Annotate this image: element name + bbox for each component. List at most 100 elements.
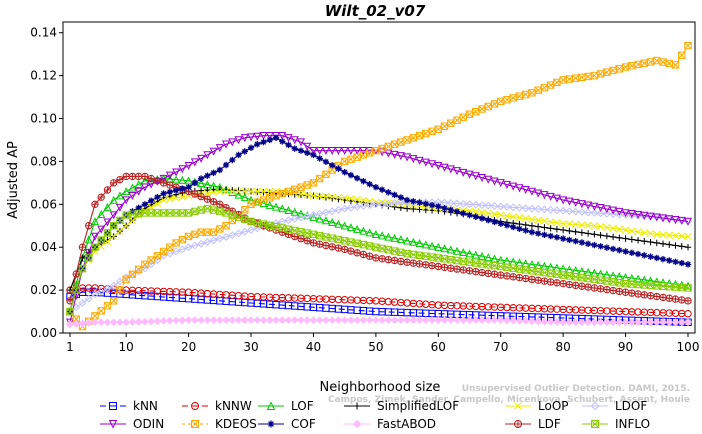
data-point (521, 90, 530, 99)
data-point (197, 178, 206, 187)
data-point (522, 221, 529, 229)
data-point (453, 246, 462, 255)
data-point (347, 316, 355, 325)
data-point (141, 172, 149, 181)
data-point (291, 145, 298, 152)
data-point (453, 265, 461, 273)
data-point (665, 231, 673, 239)
data-point (596, 204, 605, 213)
data-point (322, 208, 330, 217)
legend-item-lof: LOF (258, 399, 314, 413)
data-point (334, 205, 343, 214)
legend-label: kNNW (215, 399, 252, 413)
data-point (85, 254, 93, 262)
data-point (478, 316, 486, 325)
data-point (653, 239, 660, 247)
data-point (609, 245, 617, 253)
data-point (346, 146, 355, 156)
data-point (109, 195, 118, 204)
data-point (190, 241, 199, 250)
data-point (159, 174, 168, 183)
data-point (166, 188, 174, 196)
data-point (446, 316, 455, 325)
data-point (284, 187, 293, 196)
data-point (603, 232, 611, 240)
data-point (459, 248, 468, 257)
data-point (584, 201, 593, 210)
data-point (509, 94, 517, 102)
data-point (203, 189, 211, 197)
data-point (453, 167, 462, 176)
data-point (590, 401, 600, 411)
data-point (653, 292, 661, 301)
data-point (509, 273, 517, 281)
data-point (428, 201, 436, 209)
data-point (584, 318, 593, 327)
data-point (615, 225, 623, 233)
data-point (328, 162, 336, 169)
data-point (209, 198, 218, 206)
data-point (334, 193, 342, 202)
data-point (116, 176, 124, 184)
data-point (528, 228, 536, 236)
data-point (366, 180, 373, 188)
data-point (652, 277, 661, 286)
data-point (247, 144, 255, 152)
data-point (197, 192, 205, 201)
data-point (122, 275, 130, 284)
y-tick-label: 0.04 (30, 240, 57, 254)
data-point (446, 165, 455, 174)
data-point (534, 216, 542, 224)
data-point (528, 275, 536, 283)
data-point (503, 202, 511, 211)
data-point (390, 233, 399, 242)
data-point (484, 316, 493, 325)
data-point (422, 261, 430, 269)
data-point (465, 267, 474, 275)
data-point (565, 75, 574, 83)
data-point (122, 222, 130, 230)
y-tick-label: 0.08 (30, 154, 57, 168)
data-point (665, 318, 674, 327)
data-point (315, 214, 324, 223)
data-point (247, 133, 256, 142)
data-point (534, 223, 542, 230)
data-point (621, 288, 630, 296)
data-point (497, 211, 505, 219)
data-point (178, 193, 186, 201)
data-point (359, 250, 368, 259)
data-point (122, 196, 131, 205)
data-point (284, 216, 293, 225)
data-point (577, 200, 586, 209)
data-point (128, 318, 137, 326)
data-point (547, 232, 554, 240)
data-point (72, 270, 80, 278)
data-point (566, 227, 573, 235)
data-point (540, 277, 549, 285)
data-point (534, 317, 543, 326)
data-point (403, 236, 412, 245)
y-tick-label: 0.10 (30, 112, 57, 126)
data-point (328, 193, 336, 201)
data-point (566, 236, 573, 244)
data-point (215, 234, 224, 243)
data-point (359, 316, 368, 325)
data-point (471, 250, 480, 259)
data-point (116, 318, 124, 327)
legend-label: LOF (291, 399, 314, 413)
data-point (371, 200, 380, 209)
data-point (678, 51, 686, 59)
data-point (447, 206, 454, 214)
data-point (453, 316, 461, 325)
data-point (653, 254, 660, 262)
data-point (172, 175, 181, 184)
data-point (322, 158, 330, 166)
data-point (622, 248, 629, 255)
x-tick-label: 10 (119, 340, 134, 354)
data-point (260, 189, 267, 196)
data-point (134, 179, 143, 188)
data-point (640, 275, 649, 284)
data-point (347, 155, 355, 163)
data-point (109, 211, 118, 220)
data-point (521, 186, 530, 195)
